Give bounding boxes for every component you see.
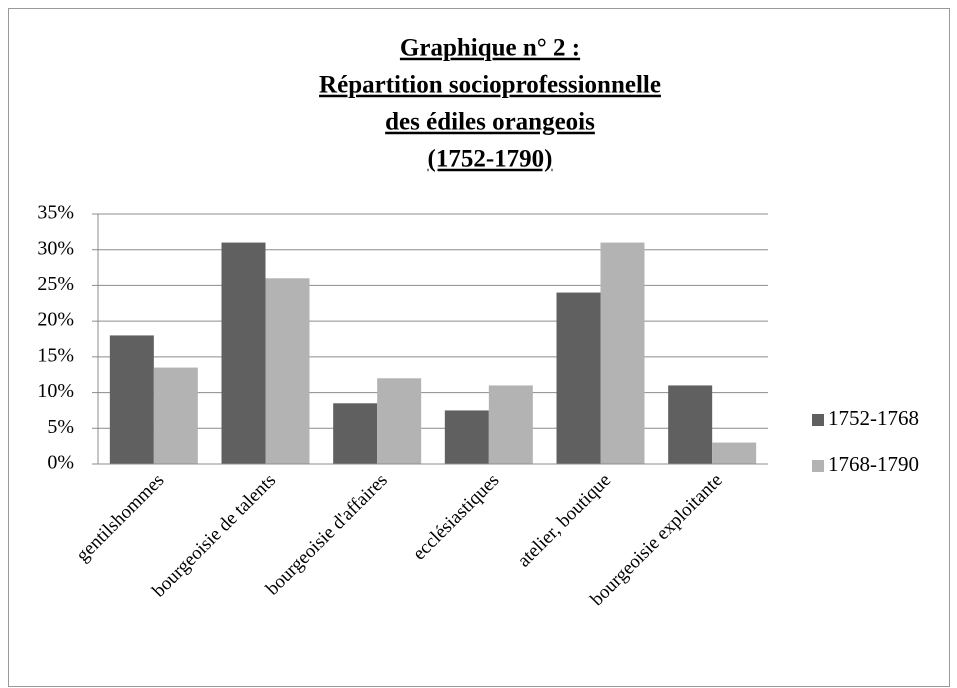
bar [556,292,601,464]
bar [265,278,310,464]
chart-border [8,8,950,687]
y-tick-label: 5% [47,416,74,438]
legend-label: 1768-1790 [828,452,919,476]
bar [444,410,489,464]
chart-title: (1752-1790) [428,146,553,173]
legend-label: 1752-1768 [828,406,919,430]
chart-title: Graphique n° 2 : [400,35,580,62]
y-tick-label: 25% [37,273,74,295]
legend-swatch [812,460,824,472]
bar [333,403,378,464]
y-tick-label: 10% [37,380,74,402]
bar [488,385,533,464]
chart-title: Répartition socioprofessionnelle [319,72,661,99]
bar [221,242,266,464]
bar [668,385,713,464]
bar [153,367,198,464]
bar [377,378,422,464]
y-tick-label: 15% [37,344,74,366]
legend-swatch [812,414,824,426]
y-tick-label: 20% [37,309,74,331]
bar [109,335,154,464]
bar [712,442,757,464]
y-tick-label: 30% [37,237,74,259]
y-tick-label: 0% [47,452,74,474]
y-tick-label: 35% [37,202,74,224]
bar [600,242,645,464]
chart-title: des édiles orangeois [385,109,595,136]
